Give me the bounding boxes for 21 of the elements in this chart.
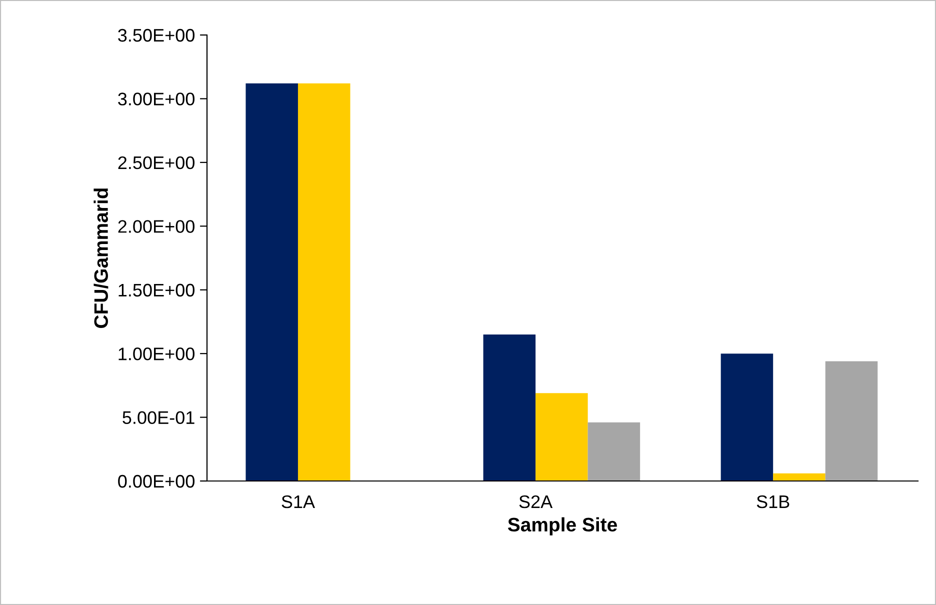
y-tick-label: 1.50E+00 <box>118 284 194 297</box>
y-axis-title: CFU/Gammarid <box>94 188 108 328</box>
y-tick-label: 1.00E+00 <box>118 348 194 360</box>
y-tick-label: 3.00E+00 <box>118 92 194 106</box>
y-tick-label: 2.50E+00 <box>118 156 194 170</box>
y-tick-label: 2.00E+00 <box>118 220 194 233</box>
bar <box>720 354 774 481</box>
bar <box>298 83 350 481</box>
bar <box>588 422 640 481</box>
x-tick-label: S2A <box>519 495 553 508</box>
bar <box>773 473 826 481</box>
x-tick-label: S1A <box>282 495 316 508</box>
y-tick-label: 5.00E-01 <box>122 411 194 424</box>
bar <box>536 393 588 481</box>
bar <box>483 334 536 481</box>
y-tick-label: 3.50E+00 <box>118 28 194 42</box>
x-tick-label: S1B <box>756 495 790 508</box>
bar <box>246 83 298 481</box>
y-tick-label: 0.00E+00 <box>118 474 194 488</box>
bar <box>825 361 878 481</box>
x-axis-title: Sample Site <box>508 517 617 536</box>
